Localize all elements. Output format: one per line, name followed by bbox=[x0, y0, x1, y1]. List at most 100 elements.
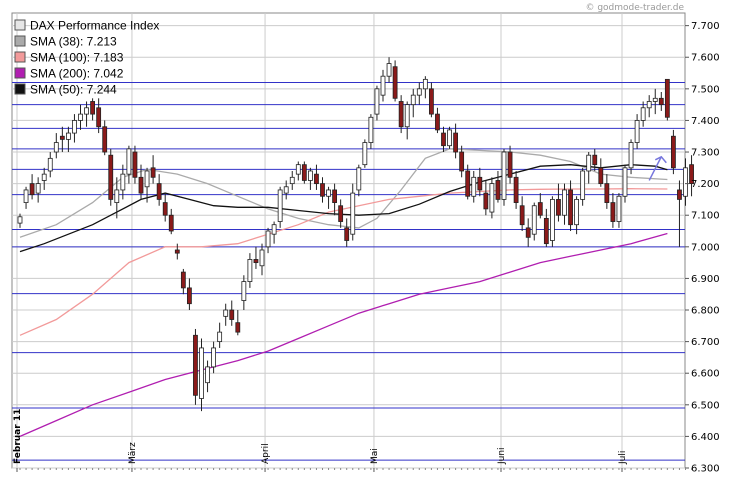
candle-body bbox=[513, 176, 519, 203]
candle-body bbox=[168, 214, 174, 232]
candle-body bbox=[72, 120, 77, 134]
candle-body bbox=[229, 309, 235, 320]
support-resistance-lines bbox=[12, 82, 685, 461]
candle-body bbox=[537, 202, 543, 216]
candle-body bbox=[96, 107, 102, 128]
candle bbox=[283, 180, 289, 200]
candle bbox=[404, 101, 410, 140]
candle bbox=[23, 186, 29, 209]
candle bbox=[199, 338, 204, 412]
candle-body bbox=[550, 199, 555, 241]
candle-body bbox=[35, 183, 41, 194]
candle-body bbox=[646, 101, 652, 109]
candle-body bbox=[314, 173, 319, 185]
candle-body bbox=[295, 164, 301, 175]
candle-body bbox=[344, 227, 350, 241]
candle bbox=[265, 227, 271, 254]
candle bbox=[47, 152, 53, 178]
candle-body bbox=[392, 66, 398, 99]
candle-body bbox=[247, 259, 253, 282]
candle bbox=[186, 278, 192, 311]
candle-body bbox=[453, 132, 459, 153]
candle-body bbox=[495, 180, 501, 200]
legend-label: SMA (38): 7.213 bbox=[30, 35, 117, 49]
candle-body bbox=[186, 287, 192, 305]
candle-body bbox=[652, 97, 658, 102]
candle-body bbox=[677, 189, 682, 200]
candle bbox=[289, 170, 295, 190]
candle bbox=[483, 180, 489, 216]
candle bbox=[132, 145, 138, 184]
candle bbox=[301, 161, 307, 184]
candle bbox=[441, 126, 446, 153]
candle-body bbox=[562, 189, 567, 216]
candle-body bbox=[598, 167, 604, 185]
candle-body bbox=[422, 78, 428, 90]
candle-body bbox=[435, 113, 440, 131]
candle-body bbox=[628, 142, 634, 169]
candle-body bbox=[114, 189, 120, 203]
candle bbox=[350, 183, 356, 241]
x-tick-label: Juli bbox=[618, 451, 628, 465]
candle-body bbox=[447, 129, 452, 147]
candle bbox=[543, 208, 549, 247]
y-tick-label: 6.800 bbox=[691, 306, 720, 317]
candle-body bbox=[671, 135, 676, 169]
candle-body bbox=[616, 195, 622, 222]
candle-body bbox=[416, 88, 422, 96]
candle-body bbox=[368, 116, 374, 143]
candle-body bbox=[483, 192, 489, 210]
candle-body bbox=[326, 189, 331, 197]
candle bbox=[513, 170, 519, 209]
candle bbox=[658, 91, 664, 111]
candle bbox=[253, 246, 259, 269]
candle-body bbox=[622, 167, 628, 197]
candle bbox=[138, 164, 144, 200]
candle-body bbox=[174, 249, 180, 254]
candle-body bbox=[47, 157, 53, 172]
candle-body bbox=[253, 259, 259, 264]
candle-body bbox=[41, 173, 47, 181]
candle-body bbox=[223, 309, 229, 317]
y-tick-label: 6.500 bbox=[691, 400, 720, 411]
candle bbox=[568, 180, 573, 232]
candle bbox=[447, 126, 452, 149]
y-tick-label: 7.600 bbox=[691, 53, 720, 64]
candle bbox=[247, 253, 253, 288]
candle bbox=[646, 95, 652, 118]
candle-body bbox=[507, 151, 513, 178]
candle bbox=[168, 208, 174, 235]
candle bbox=[320, 177, 325, 203]
candle-body bbox=[283, 186, 289, 194]
watermark: © godmode-trader.de bbox=[585, 3, 684, 13]
candle bbox=[235, 310, 241, 336]
candle bbox=[459, 145, 465, 178]
candle bbox=[574, 196, 579, 235]
candle bbox=[332, 183, 338, 216]
y-tick-label: 6.600 bbox=[691, 369, 720, 380]
candle-body bbox=[580, 170, 586, 200]
candle-body bbox=[180, 271, 186, 289]
sma-line bbox=[19, 148, 668, 238]
candle bbox=[344, 218, 350, 247]
legend-swatch bbox=[14, 19, 26, 31]
candle-body bbox=[53, 142, 59, 153]
candle bbox=[683, 158, 688, 206]
candle bbox=[78, 104, 83, 130]
candle-body bbox=[556, 199, 561, 216]
candle-body bbox=[441, 132, 446, 147]
sma-line bbox=[19, 188, 668, 336]
candle bbox=[652, 88, 658, 115]
candle bbox=[150, 155, 156, 184]
candle bbox=[59, 126, 65, 153]
candle bbox=[180, 268, 186, 295]
candle-body bbox=[265, 230, 271, 248]
candle bbox=[72, 114, 77, 143]
candle bbox=[671, 129, 676, 175]
candle bbox=[380, 69, 386, 102]
candle bbox=[211, 341, 217, 374]
candle bbox=[156, 174, 162, 206]
candle bbox=[174, 243, 180, 260]
candle-body bbox=[362, 142, 368, 166]
candle bbox=[664, 78, 670, 121]
